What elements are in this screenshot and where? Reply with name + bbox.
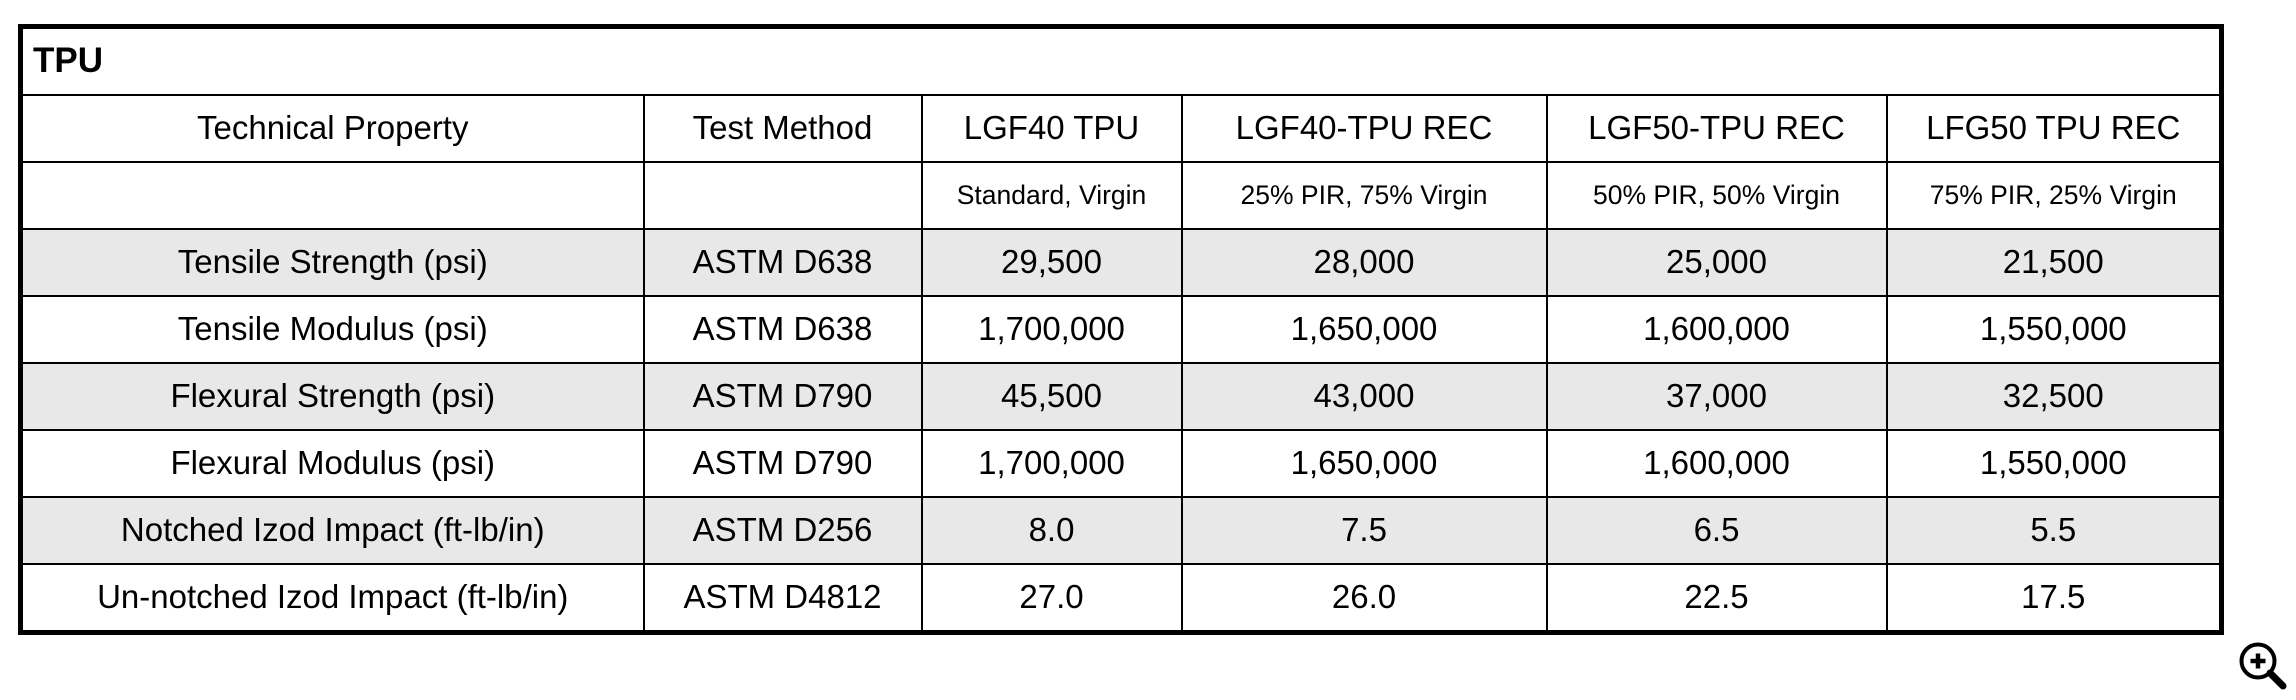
- column-header-test-method: Test Method: [642, 94, 923, 163]
- property-cell: Tensile Modulus (psi): [19, 295, 645, 364]
- column-subheader-cell: 75% PIR, 25% Virgin: [1885, 161, 2223, 230]
- table-row: Notched Izod Impact (ft-lb/in) ASTM D256…: [19, 496, 2223, 565]
- table-title-row: TPU: [19, 25, 2223, 96]
- method-cell: ASTM D790: [642, 362, 923, 431]
- property-cell: Flexural Modulus (psi): [19, 429, 645, 498]
- method-cell: ASTM D790: [642, 429, 923, 498]
- method-cell: ASTM D256: [642, 496, 923, 565]
- column-header-lfg50-tpu-rec: LFG50 TPU REC: [1885, 94, 2223, 163]
- value-cell: 1,600,000: [1545, 295, 1888, 364]
- table-title: TPU: [19, 25, 2223, 96]
- value-cell: 25,000: [1545, 228, 1888, 297]
- property-cell: Notched Izod Impact (ft-lb/in): [19, 496, 645, 565]
- value-cell: 27.0: [920, 563, 1183, 634]
- value-cell: 22.5: [1545, 563, 1888, 634]
- header-row: Technical Property Test Method LGF40 TPU…: [19, 94, 2223, 163]
- value-cell: 37,000: [1545, 362, 1888, 431]
- value-cell: 1,600,000: [1545, 429, 1888, 498]
- value-cell: 6.5: [1545, 496, 1888, 565]
- property-cell: Flexural Strength (psi): [19, 362, 645, 431]
- value-cell: 17.5: [1885, 563, 2223, 634]
- method-cell: ASTM D638: [642, 228, 923, 297]
- value-cell: 43,000: [1180, 362, 1548, 431]
- value-cell: 1,700,000: [920, 295, 1183, 364]
- subheader-row: Standard, Virgin 25% PIR, 75% Virgin 50%…: [19, 161, 2223, 230]
- value-cell: 7.5: [1180, 496, 1548, 565]
- column-subheader-cell: Standard, Virgin: [920, 161, 1183, 230]
- value-cell: 1,700,000: [920, 429, 1183, 498]
- tpu-properties-table: TPU Technical Property Test Method LGF40…: [18, 24, 2224, 635]
- value-cell: 45,500: [920, 362, 1183, 431]
- zoom-in-button[interactable]: [2234, 638, 2292, 696]
- property-cell: Un-notched Izod Impact (ft-lb/in): [19, 563, 645, 634]
- value-cell: 1,550,000: [1885, 295, 2223, 364]
- column-header-lgf50-tpu-rec: LGF50-TPU REC: [1545, 94, 1888, 163]
- value-cell: 1,550,000: [1885, 429, 2223, 498]
- method-cell: ASTM D638: [642, 295, 923, 364]
- table-row: Flexural Strength (psi) ASTM D790 45,500…: [19, 362, 2223, 431]
- value-cell: 8.0: [920, 496, 1183, 565]
- zoom-in-icon: [2239, 642, 2287, 690]
- column-subheader-cell: 50% PIR, 50% Virgin: [1545, 161, 1888, 230]
- value-cell: 5.5: [1885, 496, 2223, 565]
- property-cell: Tensile Strength (psi): [19, 228, 645, 297]
- value-cell: 26.0: [1180, 563, 1548, 634]
- method-cell: ASTM D4812: [642, 563, 923, 634]
- table-row: Flexural Modulus (psi) ASTM D790 1,700,0…: [19, 429, 2223, 498]
- value-cell: 28,000: [1180, 228, 1548, 297]
- value-cell: 29,500: [920, 228, 1183, 297]
- value-cell: 32,500: [1885, 362, 2223, 431]
- column-header-technical-property: Technical Property: [19, 94, 645, 163]
- column-header-lgf40-tpu: LGF40 TPU: [920, 94, 1183, 163]
- column-subheader-cell: [642, 161, 923, 230]
- column-subheader-cell: [19, 161, 645, 230]
- table-row: Tensile Modulus (psi) ASTM D638 1,700,00…: [19, 295, 2223, 364]
- column-header-lgf40-tpu-rec: LGF40-TPU REC: [1180, 94, 1548, 163]
- value-cell: 21,500: [1885, 228, 2223, 297]
- table-row: Un-notched Izod Impact (ft-lb/in) ASTM D…: [19, 563, 2223, 634]
- column-subheader-cell: 25% PIR, 75% Virgin: [1180, 161, 1548, 230]
- value-cell: 1,650,000: [1180, 295, 1548, 364]
- value-cell: 1,650,000: [1180, 429, 1548, 498]
- table-row: Tensile Strength (psi) ASTM D638 29,500 …: [19, 228, 2223, 297]
